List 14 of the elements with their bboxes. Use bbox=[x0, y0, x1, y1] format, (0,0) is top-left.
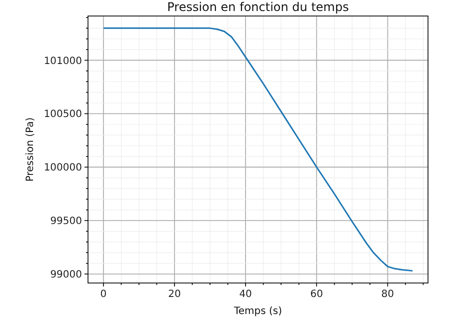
chart-title: Pression en fonction du temps bbox=[167, 0, 349, 14]
y-tick-label: 100500 bbox=[44, 109, 82, 120]
x-tick-label: 80 bbox=[381, 289, 394, 300]
y-tick-label: 99000 bbox=[50, 270, 82, 281]
x-tick-label: 60 bbox=[310, 289, 323, 300]
x-tick-label: 0 bbox=[100, 289, 107, 300]
x-tick-label: 40 bbox=[239, 289, 252, 300]
y-axis-title: Pression (Pa) bbox=[25, 117, 36, 182]
y-tick-label: 101000 bbox=[44, 56, 82, 67]
line-series bbox=[102, 27, 414, 272]
y-tick-label: 100000 bbox=[44, 162, 82, 174]
x-axis-title: Temps (s) bbox=[232, 306, 282, 317]
y-tick-label: 99500 bbox=[50, 216, 82, 228]
x-tick-label: 20 bbox=[168, 289, 181, 300]
